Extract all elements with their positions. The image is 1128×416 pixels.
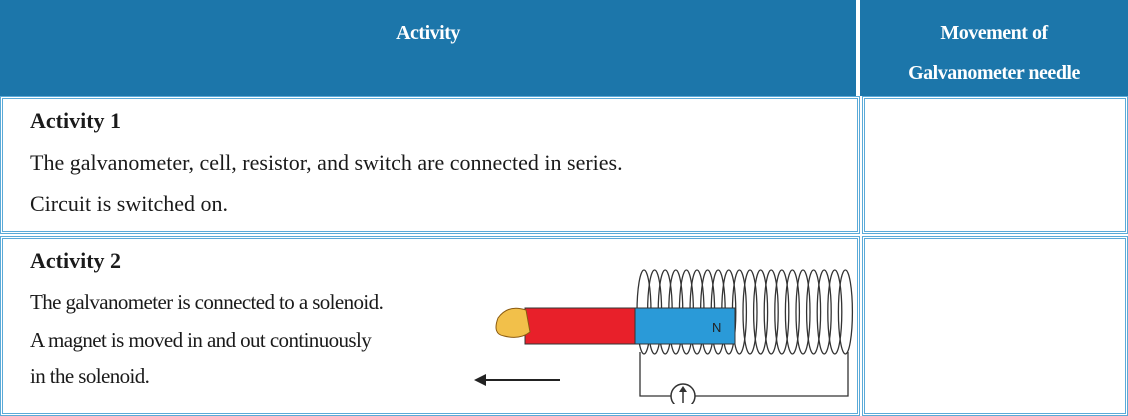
header-activity: Activity [396,22,460,44]
solenoid-figure: N [474,269,854,404]
coil-turn [752,269,769,355]
coil-turn [763,269,779,355]
arrow-head [474,374,486,386]
row1-line: Circuit is switched on. [30,191,228,216]
row1-title: Activity 1 [30,108,122,133]
row2-line: in the solenoid. [30,364,150,388]
header-movement-1: Movement of [940,22,1048,44]
coils [636,269,854,355]
coil-turn [774,269,790,355]
galvanometer-needle-head [679,386,687,392]
coil-turn [805,269,822,355]
coil-turn [784,269,801,355]
row1-movement-cell [862,96,1128,234]
row2-line: The galvanometer is connected to a solen… [30,290,384,314]
wire [695,352,849,397]
row1-line: The galvanometer, cell, resistor, and sw… [30,150,623,175]
wire [639,352,671,397]
coil-turn [827,269,843,355]
row1-activity-cell [0,96,860,234]
hand [495,307,531,338]
header-bar [0,0,1128,96]
magnet-label: N [712,320,721,335]
coil-turn [795,269,811,355]
row2-movement-cell [862,236,1128,416]
magnet-north [634,307,736,345]
row2-line: A magnet is moved in and out continuousl… [30,328,372,352]
header-movement-2: Galvanometer needle [908,62,1080,84]
coil-turn [816,269,832,355]
coil-turn [742,269,758,355]
magnet-south [524,307,636,345]
row2-title: Activity 2 [30,248,122,273]
header-divider [856,0,860,96]
coil-turn [837,269,854,355]
